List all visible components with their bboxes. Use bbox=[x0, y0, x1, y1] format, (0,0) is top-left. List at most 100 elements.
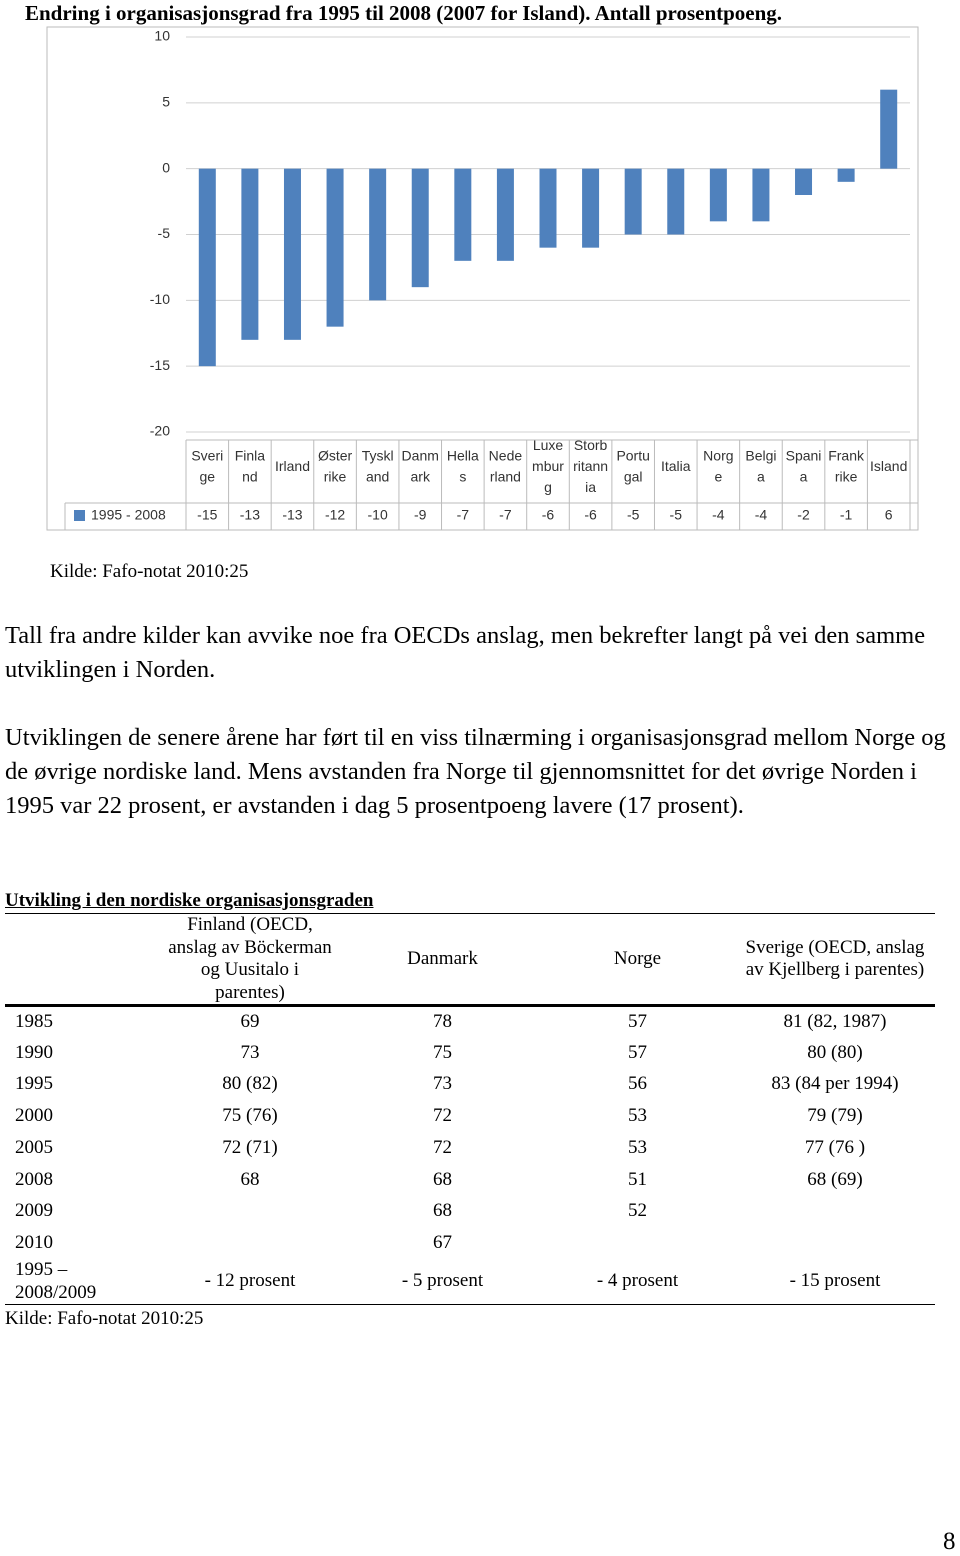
table-cell: 80 (80) bbox=[807, 1041, 863, 1063]
table-cell: - 5 prosent bbox=[401, 1270, 484, 1292]
page-number: 8 bbox=[943, 1528, 956, 1555]
legend-label: 1995 - 2008 bbox=[91, 507, 166, 523]
x-tick-label: Portu gal bbox=[616, 447, 649, 484]
table-row: 1985 69 78 57 81 (82, 1987) bbox=[5, 1006, 935, 1038]
table-cell: 57 bbox=[628, 1041, 647, 1063]
table-source: Kilde: Fafo-notat 2010:25 bbox=[5, 1308, 204, 1329]
x-tick-label: Spani a bbox=[786, 447, 822, 484]
x-tick-label: Luxe mbur g bbox=[532, 437, 564, 495]
header-cell: Danmark bbox=[407, 947, 478, 969]
table-cell bbox=[540, 1227, 735, 1259]
x-tick-label: Finla nd bbox=[235, 447, 266, 484]
data-table-value: -5 bbox=[627, 507, 640, 523]
data-table-value: -13 bbox=[282, 507, 302, 523]
data-table-value: -4 bbox=[755, 507, 768, 523]
table-row: 2010 67 bbox=[5, 1227, 935, 1259]
data-table-value: -7 bbox=[499, 507, 512, 523]
data-table-value: -2 bbox=[797, 507, 810, 523]
row-label: 1990 bbox=[15, 1041, 53, 1063]
y-tick-label: 0 bbox=[162, 159, 170, 175]
bar bbox=[624, 168, 642, 235]
data-table-value: 6 bbox=[885, 507, 893, 523]
table-cell: 78 bbox=[433, 1010, 452, 1032]
header-cell: Finland (OECD, anslag av Böckerman og Uu… bbox=[168, 914, 332, 1003]
chart: 10 5 0 -5 -10 -15 -20 1995 - 2008 Sveri ge -15 Finl… bbox=[46, 26, 919, 531]
row-label: 2005 bbox=[15, 1136, 53, 1158]
data-table-value: -1 bbox=[840, 507, 853, 523]
x-tick-label: Island bbox=[870, 458, 907, 474]
table-cell: 75 (76) bbox=[222, 1105, 278, 1127]
x-tick-label: Øster rike bbox=[318, 447, 353, 484]
y-tick-label: 5 bbox=[162, 94, 170, 110]
table-cell: 68 bbox=[433, 1168, 452, 1190]
table-cell: 56 bbox=[628, 1073, 647, 1095]
bar bbox=[795, 168, 813, 195]
table: Finland (OECD, anslag av Böckerman og Uu… bbox=[5, 913, 935, 1305]
paragraph: Utviklingen de senere årene har ført til… bbox=[5, 724, 946, 819]
y-tick-label: -5 bbox=[158, 225, 171, 241]
x-tick-label: Tyskl and bbox=[362, 447, 394, 484]
table-cell: 72 bbox=[433, 1105, 452, 1127]
table-row: 1995 – 2008/2009 - 12 prosent - 5 prosent -… bbox=[5, 1259, 935, 1305]
table-cell: 73 bbox=[433, 1073, 452, 1095]
y-tick-label: -20 bbox=[150, 423, 170, 439]
table-cell: 67 bbox=[433, 1231, 452, 1253]
bar bbox=[752, 168, 770, 222]
header-cell: Sverige (OECD, anslag av Kjellberg i par… bbox=[745, 936, 925, 981]
row-label: 1995 bbox=[15, 1073, 53, 1095]
table-row: 2000 75 (76) 72 53 79 (79) bbox=[5, 1101, 935, 1133]
row-label: 2000 bbox=[15, 1105, 53, 1127]
table-header: Finland (OECD, anslag av Böckerman og Uu… bbox=[5, 913, 935, 1006]
row-label: 2009 bbox=[15, 1200, 53, 1222]
paragraph: Tall fra andre kilder kan avvike noe fra… bbox=[5, 622, 926, 683]
row-label: 2008 bbox=[15, 1168, 53, 1190]
legend-swatch bbox=[74, 510, 85, 521]
row-label: 2010 bbox=[15, 1231, 53, 1253]
x-tick-label: Sveri ge bbox=[191, 447, 223, 484]
table-row: 1995 80 (82) 73 56 83 (84 per 1994) bbox=[5, 1069, 935, 1101]
header-cell: Norge bbox=[613, 947, 662, 969]
heading: Endring i organisasjonsgrad fra 1995 til… bbox=[25, 1, 783, 25]
x-tick-label: Nede rland bbox=[489, 447, 523, 484]
table-cell: - 4 prosent bbox=[596, 1270, 679, 1292]
bar bbox=[198, 168, 216, 367]
bar bbox=[411, 168, 429, 288]
table-cell: 52 bbox=[628, 1200, 647, 1222]
table-cell bbox=[735, 1227, 935, 1259]
data-table-value: -15 bbox=[197, 507, 217, 523]
x-tick-label: Norg e bbox=[703, 447, 733, 484]
table-cell: 83 (84 per 1994) bbox=[771, 1073, 899, 1095]
table-cell: - 15 prosent bbox=[789, 1270, 881, 1292]
table-cell: 80 (82) bbox=[222, 1073, 278, 1095]
table-cell: 68 bbox=[433, 1200, 452, 1222]
x-tick-label: Frank rike bbox=[828, 447, 865, 484]
y-tick-label: -15 bbox=[150, 357, 170, 373]
table-cell: 69 bbox=[240, 1010, 260, 1032]
header-cell bbox=[5, 914, 155, 1006]
table-cell: 68 bbox=[240, 1168, 260, 1190]
data-table-value: -4 bbox=[712, 507, 725, 523]
table-cell: 57 bbox=[628, 1010, 647, 1032]
table-cell: 68 (69) bbox=[807, 1168, 863, 1190]
x-tick-label: Irland bbox=[275, 458, 310, 474]
chart-frame bbox=[46, 26, 919, 531]
bar bbox=[454, 168, 472, 261]
table-cell: 81 (82, 1987) bbox=[783, 1010, 887, 1032]
table-cell: 75 bbox=[433, 1041, 452, 1063]
data-table-value: -13 bbox=[240, 507, 260, 523]
data-table-value: -12 bbox=[325, 507, 345, 523]
chart-source: Kilde: Fafo-notat 2010:25 bbox=[50, 561, 249, 582]
table-cell: 73 bbox=[240, 1041, 260, 1063]
table-cell: 77 (76 ) bbox=[804, 1136, 866, 1158]
bar bbox=[283, 168, 301, 340]
bar bbox=[326, 168, 344, 327]
table-cell bbox=[155, 1227, 345, 1259]
bar bbox=[667, 168, 685, 235]
data-table-value: -6 bbox=[542, 507, 555, 523]
table-cell bbox=[155, 1196, 345, 1228]
x-tick-label: Hella s bbox=[447, 447, 479, 484]
x-tick-label: Danm ark bbox=[402, 447, 439, 484]
table-row: 2009 68 52 bbox=[5, 1196, 935, 1228]
row-label: 1985 bbox=[15, 1010, 53, 1032]
